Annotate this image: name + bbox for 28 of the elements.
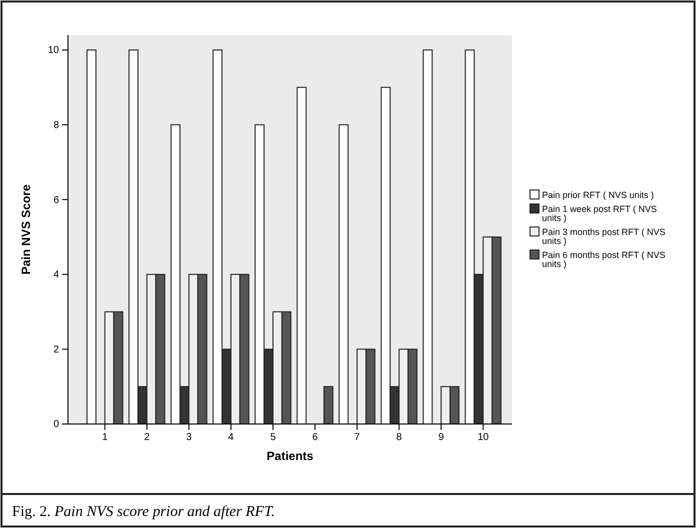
legend-label: Pain prior RFT ( NVS units ) xyxy=(542,190,654,200)
legend-label: Pain 3 months post RFT ( NVS units ) xyxy=(542,227,666,246)
bar xyxy=(86,49,96,424)
y-tick-label: 4 xyxy=(53,270,60,281)
x-tick-label: 10 xyxy=(478,432,490,444)
y-tick-label: 8 xyxy=(53,120,60,131)
bar xyxy=(422,49,433,424)
caption: Fig. 2. Pain NVS score prior and after RFT. xyxy=(12,504,275,520)
x-tick-label: 7 xyxy=(354,432,360,444)
x-tick-label: 2 xyxy=(144,432,150,444)
x-tick-label: 8 xyxy=(396,432,402,444)
bar xyxy=(296,86,307,424)
y-tick-label: 6 xyxy=(53,194,60,206)
y-tick-label: 0 xyxy=(53,419,60,430)
bar xyxy=(338,124,349,424)
x-axis-title: Patients xyxy=(266,449,314,463)
y-axis-title: Pain NVS Score xyxy=(19,184,33,275)
x-tick-label: 6 xyxy=(312,432,318,444)
x-tick-label: 3 xyxy=(186,432,192,444)
x-tick-label: 9 xyxy=(438,432,444,444)
bar xyxy=(323,386,334,424)
x-tick-label: 5 xyxy=(270,432,276,444)
y-tick-label: 2 xyxy=(53,344,60,356)
legend-label: Pain 6 months post RFT ( NVS units ) xyxy=(542,250,666,269)
x-tick-label: 4 xyxy=(228,432,234,444)
y-tick-label: 10 xyxy=(48,45,60,56)
legend-label: Pain 1 week post RFT ( NVS units ) xyxy=(542,204,657,223)
x-tick-label: 1 xyxy=(102,432,108,444)
